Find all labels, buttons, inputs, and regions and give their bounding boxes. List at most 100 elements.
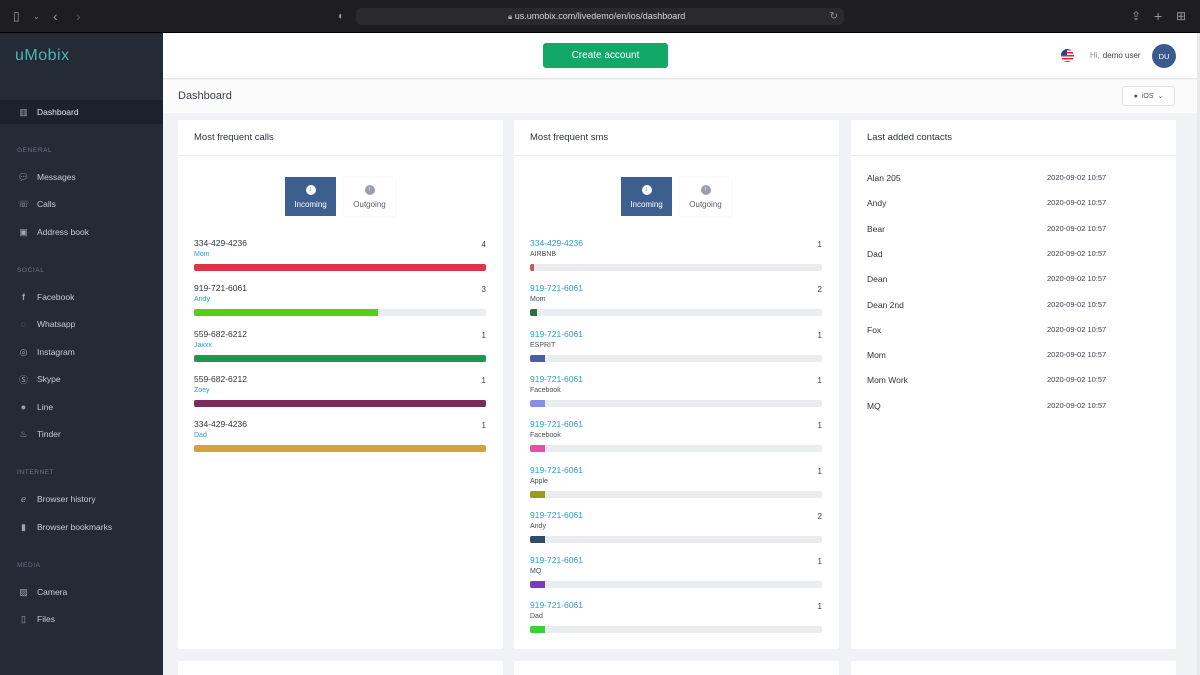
list-item[interactable]: 919-721-6061 1 Facebook — [530, 373, 822, 407]
phone-number[interactable]: 334-429-4236 — [530, 238, 583, 248]
list-item[interactable]: 919-721-6061 1 Apple — [530, 464, 822, 498]
phone-number[interactable]: 919-721-6061 — [530, 509, 583, 520]
share-icon[interactable]: ⇪ — [1131, 9, 1142, 23]
count-value: 3 — [481, 285, 486, 295]
list-item[interactable]: 919-721-6061 1 Dad — [530, 600, 822, 634]
sidebar-item-dashboard[interactable]: ▥ Dashboard — [0, 100, 163, 124]
list-item[interactable]: 559-682-6212 1 Jaxxx — [194, 328, 486, 362]
contact-row[interactable]: Andy 2020-09-02 10:57 — [867, 198, 1159, 208]
contact-name[interactable]: Dad — [194, 432, 207, 440]
contact-name[interactable]: Andy — [194, 296, 210, 304]
page-scrollbar[interactable] — [1197, 33, 1200, 675]
contact-row[interactable]: Dad 2020-09-02 10:57 — [867, 249, 1159, 259]
contact-row[interactable]: Bear 2020-09-02 10:57 — [867, 224, 1159, 234]
list-item[interactable]: 334-429-4236 1 Dad — [194, 419, 486, 453]
create-account-button[interactable]: Create account — [543, 43, 668, 68]
contact-name[interactable]: Zoey — [194, 386, 210, 394]
progress-track — [530, 581, 822, 589]
sidebar-item-label: Dashboard — [37, 107, 79, 117]
forward-icon[interactable]: › — [76, 8, 81, 24]
sidebar-item-line[interactable]: ● Line — [0, 395, 163, 419]
tab-incoming[interactable]: ↓ Incoming — [621, 177, 672, 216]
contact-name: Bear — [867, 223, 885, 234]
lock-icon: 🔒︎ — [508, 12, 513, 21]
list-item[interactable]: 919-721-6061 1 ESPRIT — [530, 328, 822, 362]
brand-logo[interactable]: uMobix — [15, 47, 70, 64]
tab-outgoing[interactable]: ↑ Outgoing — [680, 177, 731, 216]
list-item[interactable]: 919-721-6061 1 Facebook — [530, 419, 822, 453]
line-icon: ● — [20, 402, 27, 412]
sidebar-item-instagram[interactable]: ◎ Instagram — [0, 340, 163, 364]
contact-row[interactable]: Dean 2020-09-02 10:57 — [867, 274, 1159, 284]
user-greeting[interactable]: Hi, demo user — [1090, 51, 1141, 60]
phone-number: 559-682-6212 — [194, 328, 247, 339]
phone-number[interactable]: 919-721-6061 — [530, 419, 583, 430]
list-item[interactable]: 919-721-6061 3 Andy — [194, 283, 486, 317]
top-header: Create account Hi, demo user DU — [163, 33, 1197, 79]
contact-date: 2020-09-02 10:57 — [1047, 400, 1107, 410]
chart-icon: ▥ — [19, 106, 28, 117]
phone-number[interactable]: 919-721-6061 — [530, 555, 583, 566]
sidebar-item-whatsapp[interactable]: ◌ Whatsapp — [0, 312, 163, 336]
progress-fill — [530, 354, 545, 362]
list-item[interactable]: 334-429-4236 4 Mom — [194, 238, 486, 271]
list-item[interactable]: 919-721-6061 2 Mom — [530, 283, 822, 317]
sidebar-item-label: Facebook — [37, 292, 75, 302]
contact-row[interactable]: Alan 205 2020-09-02 10:57 — [867, 173, 1159, 183]
contact-name: Facebook — [530, 432, 561, 440]
address-bar[interactable]: 🔒︎ us.umobix.com/livedemo/en/ios/dashboa… — [356, 8, 844, 25]
progress-fill — [194, 445, 486, 453]
sidebar-item-facebook[interactable]: f Facebook — [0, 285, 163, 309]
shield-icon[interactable]: ◐ — [338, 11, 345, 22]
progress-track — [530, 626, 822, 634]
contact-name[interactable]: Mom — [194, 251, 210, 258]
progress-track — [194, 354, 486, 362]
contact-row[interactable]: Dean 2nd 2020-09-02 10:57 — [867, 300, 1159, 310]
phone-number[interactable]: 919-721-6061 — [530, 373, 583, 384]
phone-number[interactable]: 919-721-6061 — [530, 600, 583, 611]
sidebar-item-files[interactable]: ▯ Files — [0, 607, 163, 631]
phone-number[interactable]: 919-721-6061 — [530, 283, 583, 294]
contact-name: Mom — [530, 296, 546, 304]
phone-number[interactable]: 919-721-6061 — [530, 328, 583, 339]
us-flag-icon[interactable] — [1061, 49, 1074, 62]
sidebar-item-browser-history[interactable]: ℯ Browser history — [0, 487, 163, 511]
tab-incoming[interactable]: ↓ Incoming — [285, 177, 336, 216]
sidebar-item-calls[interactable]: ☏ Calls — [0, 192, 163, 216]
contact-name: Mom — [867, 350, 886, 361]
sidebar-item-tinder[interactable]: ♨ Tinder — [0, 422, 163, 446]
progress-fill — [194, 264, 486, 271]
browser-icon: ℯ — [20, 493, 27, 504]
contact-name[interactable]: Jaxxx — [194, 341, 212, 349]
contact-name: Alan 205 — [867, 173, 901, 183]
phone-number[interactable]: 919-721-6061 — [530, 464, 583, 475]
tab-overview-icon[interactable]: ⊞ — [1176, 9, 1187, 23]
list-item[interactable]: 334-429-4236 1 AIRBNB — [530, 238, 822, 271]
sidebar-toggle-icon[interactable]: ▯ — [13, 9, 20, 23]
os-select-value: iOS — [1141, 92, 1154, 100]
contact-name: MQ — [867, 400, 881, 411]
os-select[interactable]: ● iOS ⌄ — [1122, 86, 1175, 106]
contact-row[interactable]: Fox 2020-09-02 10:57 — [867, 325, 1159, 335]
avatar[interactable]: DU — [1152, 44, 1176, 68]
back-icon[interactable]: ‹ — [53, 8, 58, 24]
contact-date: 2020-09-02 10:57 — [1047, 274, 1107, 284]
list-item[interactable]: 919-721-6061 2 Andy — [530, 509, 822, 543]
list-item[interactable]: 559-682-6212 1 Zoey — [194, 374, 486, 407]
sidebar-item-skype[interactable]: Ⓢ Skype — [0, 367, 163, 391]
sidebar-item-address-book[interactable]: ▣ Address book — [0, 220, 163, 244]
sidebar-item-label: Browser history — [37, 494, 96, 504]
camera-icon: ▨ — [19, 586, 28, 597]
contact-row[interactable]: MQ 2020-09-02 10:57 — [867, 401, 1159, 411]
tab-outgoing[interactable]: ↑ Outgoing — [344, 177, 395, 216]
sidebar-item-camera[interactable]: ▨ Camera — [0, 580, 163, 604]
list-item[interactable]: 919-721-6061 1 MQ — [530, 555, 822, 589]
sidebar-item-browser-bookmarks[interactable]: ▮ Browser bookmarks — [0, 515, 163, 539]
contact-row[interactable]: Mom Work 2020-09-02 10:57 — [867, 375, 1159, 385]
new-tab-icon[interactable]: + — [1154, 8, 1163, 24]
tab-label: Outgoing — [689, 199, 722, 209]
contact-row[interactable]: Mom 2020-09-02 10:57 — [867, 350, 1159, 360]
chevron-down-icon[interactable]: ⌄ — [33, 12, 40, 21]
reload-icon[interactable]: ↻ — [829, 11, 838, 22]
sidebar-item-messages[interactable]: 💬︎ Messages — [0, 165, 163, 189]
